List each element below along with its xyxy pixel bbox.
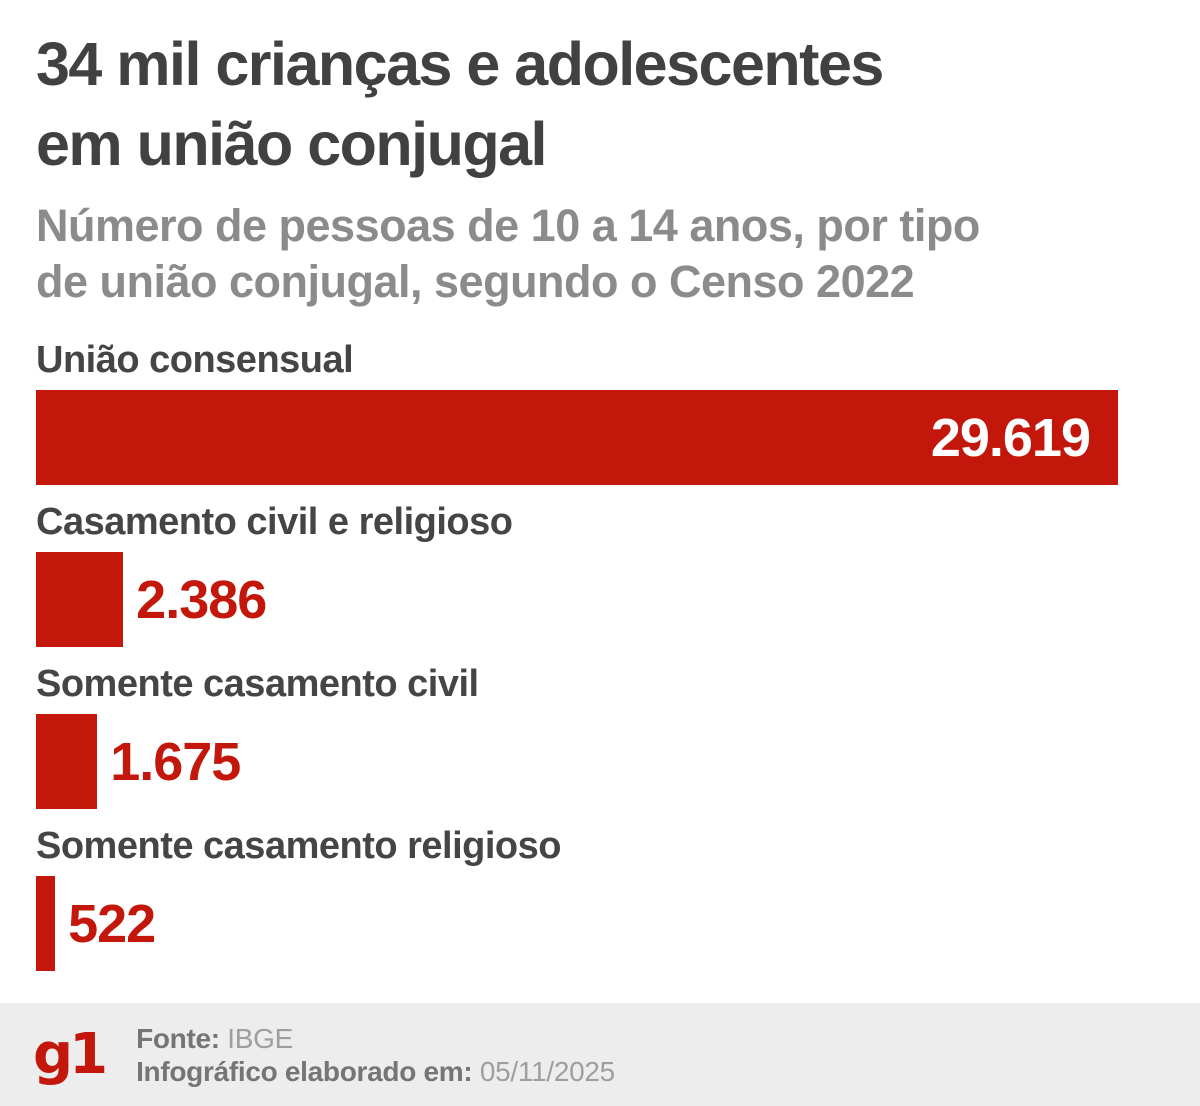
bar-track: 29.619 [36, 390, 1118, 485]
bar-row: Somente casamento religioso 522 [36, 826, 1118, 971]
bar-chart: União consensual 29.619 Casamento civil e … [36, 340, 1118, 971]
bar-row: Somente casamento civil 1.675 [36, 664, 1118, 809]
bar-value: 2.386 [136, 569, 267, 630]
source-label: Fonte: [136, 1022, 220, 1054]
bar-value: 29.619 [930, 407, 1091, 468]
bar-label: União consensual [36, 339, 354, 381]
page-title: 34 mil crianças e adolescentes em união … [36, 30, 884, 178]
date-label: Infográfico elaborado em: [136, 1055, 473, 1087]
bar [36, 552, 124, 647]
bar [36, 714, 98, 809]
bar-value: 1.675 [110, 731, 241, 792]
footer: g1 Fonte: IBGE Infográfico elaborado em:… [0, 1003, 1200, 1106]
bar-track: 1.675 [36, 714, 1118, 809]
source-line: Fonte: IBGE [136, 1022, 615, 1055]
header: 34 mil crianças e adolescentes em união … [0, 0, 1200, 310]
date-value: 05/11/2025 [479, 1055, 615, 1087]
bar [36, 876, 56, 971]
source-value: IBGE [227, 1022, 293, 1054]
bar-row: União consensual 29.619 [36, 340, 1118, 485]
date-line: Infográfico elaborado em: 05/11/2025 [136, 1055, 615, 1088]
credits: Fonte: IBGE Infográfico elaborado em: 05… [136, 1022, 615, 1088]
page-subtitle: Número de pessoas de 10 a 14 anos, por t… [36, 200, 980, 307]
bar-label: Casamento civil e religioso [36, 501, 513, 543]
bar-track: 2.386 [36, 552, 1118, 647]
g1-logo: g1 [33, 1021, 108, 1087]
bar-value: 522 [68, 893, 156, 954]
bar-row: Casamento civil e religioso 2.386 [36, 502, 1118, 647]
bar-label: Somente casamento civil [36, 663, 479, 705]
bar-track: 522 [36, 876, 1118, 971]
bar-label: Somente casamento religioso [36, 825, 562, 867]
bar: 29.619 [36, 390, 1118, 485]
